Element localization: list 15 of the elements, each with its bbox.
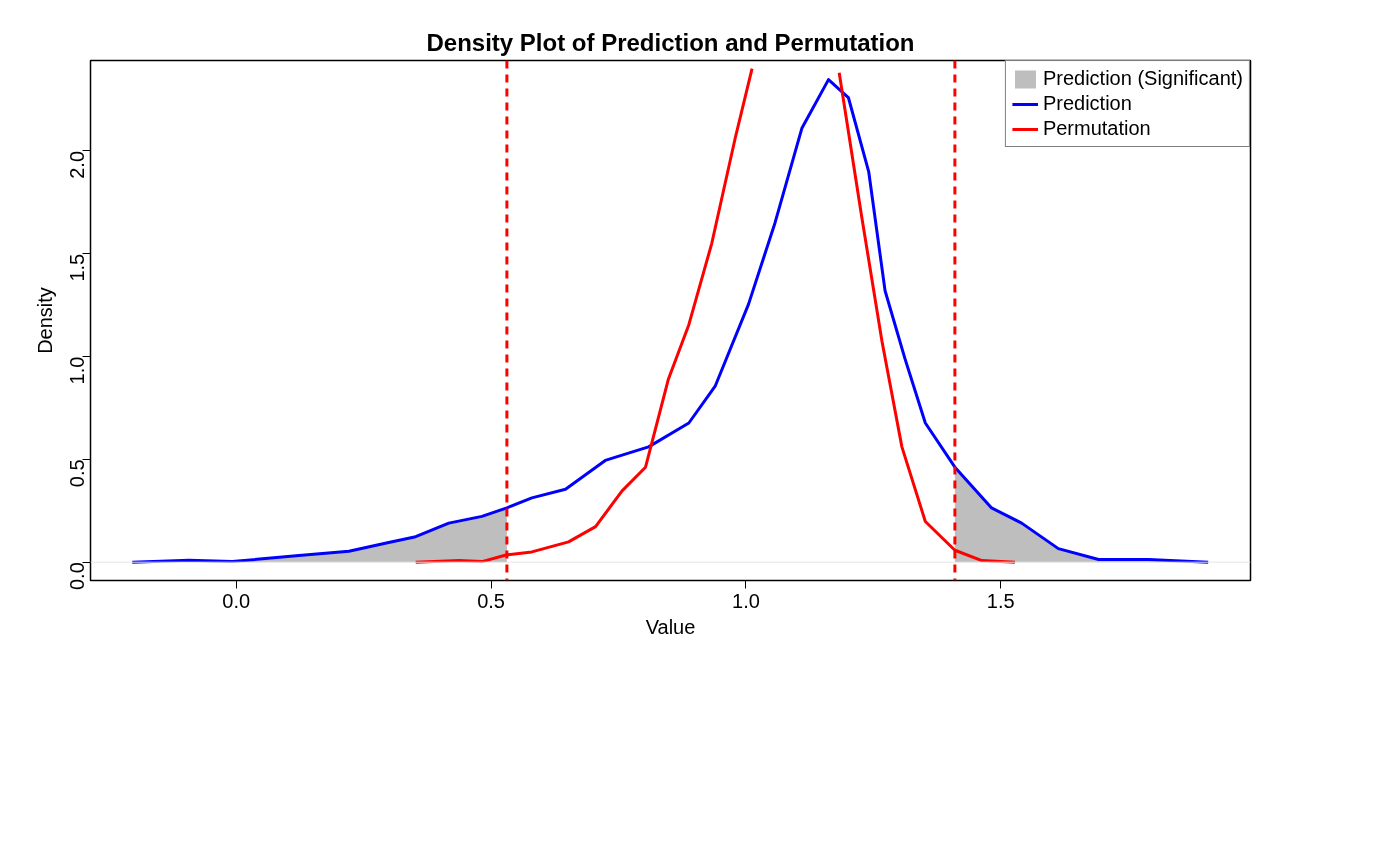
- x-tick-label: 1.0: [732, 589, 760, 612]
- y-tick-label: 0.0: [66, 562, 89, 590]
- y-tick-label: 1.5: [66, 253, 89, 282]
- x-tick-label: 0.5: [477, 589, 506, 612]
- y-tick-label: 2.0: [66, 150, 89, 179]
- y-axis-title: Density: [33, 287, 56, 354]
- legend-label: Prediction (Significant): [1042, 67, 1243, 90]
- x-axis-title: Value: [645, 615, 696, 638]
- chart-title: Density Plot of Prediction and Permutation: [426, 28, 915, 56]
- x-tick-label: 1.5: [986, 589, 1015, 612]
- y-tick-label: 0.5: [66, 459, 89, 488]
- legend-label: Permutation: [1042, 117, 1151, 140]
- legend-label: Prediction: [1042, 92, 1132, 115]
- x-tick-label: 0.0: [222, 589, 251, 612]
- y-tick-label: 1.0: [66, 356, 89, 385]
